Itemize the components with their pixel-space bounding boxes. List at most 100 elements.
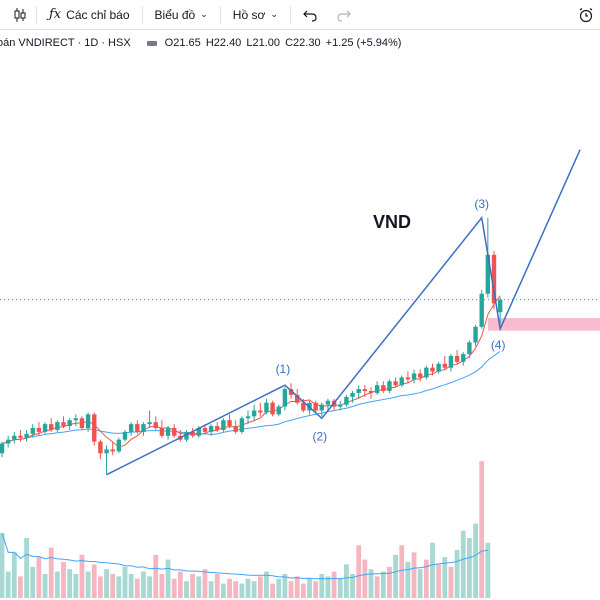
volume-bar xyxy=(300,583,306,598)
volume-bar xyxy=(294,576,300,598)
toolbar-divider xyxy=(289,5,291,24)
candle xyxy=(233,420,238,434)
volume-bar xyxy=(36,557,42,598)
candle xyxy=(387,379,392,393)
volume-bar xyxy=(61,562,66,598)
candle xyxy=(116,437,122,454)
volume-bar xyxy=(202,569,208,598)
candles xyxy=(0,217,503,475)
wave-labels: (1) (2) (3) (4) xyxy=(276,197,506,443)
candle xyxy=(135,420,140,434)
candle xyxy=(85,412,91,432)
candle xyxy=(153,416,158,430)
indicators-label: Các chỉ báo xyxy=(66,7,130,22)
volume-bar xyxy=(116,576,122,598)
redo-button[interactable] xyxy=(327,0,361,30)
candle xyxy=(325,398,331,411)
volume-bar xyxy=(73,574,79,598)
candle xyxy=(276,404,281,417)
volume-bars xyxy=(0,461,491,598)
volume-bar xyxy=(436,564,442,598)
volume-bar xyxy=(221,583,226,598)
candle xyxy=(344,394,349,407)
volume-bar xyxy=(374,576,380,598)
volume-bar xyxy=(276,578,282,598)
candle xyxy=(448,354,454,372)
volume-bar xyxy=(485,542,491,598)
candle xyxy=(338,400,343,411)
candle xyxy=(221,418,226,432)
candle xyxy=(491,250,497,310)
elliott-wave-path xyxy=(106,149,581,476)
support-zone xyxy=(487,318,600,331)
volume-bar xyxy=(85,571,91,598)
candle xyxy=(454,350,460,364)
volume-bar xyxy=(11,552,17,598)
volume-bar xyxy=(307,578,312,598)
volume-bar xyxy=(190,574,196,598)
volume-bar xyxy=(0,533,5,598)
candle xyxy=(270,400,275,417)
indicators-button[interactable]: ƒx Các chỉ báo xyxy=(37,0,142,30)
volume-bar xyxy=(362,559,368,598)
wave-label: (1) xyxy=(276,362,291,376)
candle xyxy=(67,418,72,430)
volume-bar xyxy=(467,538,472,598)
chart-legend: oán VNDIRECT · 1D · HSX O21.65 H22.40 L2… xyxy=(0,31,600,55)
candle xyxy=(430,363,435,376)
volume-bar xyxy=(380,571,386,598)
volume-bar xyxy=(233,581,239,598)
volume-bar xyxy=(239,583,245,598)
candle xyxy=(411,369,417,384)
chevron-down-icon: ⌄ xyxy=(270,9,278,19)
volume-bar xyxy=(128,574,134,598)
toolbar-divider xyxy=(219,5,221,24)
candle xyxy=(55,420,60,432)
bar-style-button[interactable] xyxy=(0,0,36,30)
candle xyxy=(92,412,97,446)
candle xyxy=(497,297,503,325)
visibility-icon[interactable] xyxy=(146,40,157,46)
volume-bar xyxy=(159,574,165,598)
price-chart[interactable]: (1) (2) (3) (4) VND xyxy=(0,56,600,600)
candle xyxy=(79,416,85,430)
volume-bar xyxy=(24,538,29,598)
candle xyxy=(42,422,48,434)
volume-moving-average xyxy=(1,533,488,580)
candle xyxy=(362,385,368,397)
candle xyxy=(436,361,441,374)
symbol-title[interactable]: oán VNDIRECT · 1D · HSX xyxy=(0,37,131,49)
candle xyxy=(184,429,189,442)
candle xyxy=(49,418,54,432)
candle xyxy=(368,387,374,399)
candles-icon xyxy=(12,7,28,23)
volume-bar xyxy=(411,552,417,598)
volume-bar xyxy=(344,564,349,598)
candle xyxy=(467,340,472,358)
profile-menu-button[interactable]: Hồ sơ ⌄ xyxy=(221,0,290,30)
alert-button[interactable] xyxy=(570,0,600,30)
candle xyxy=(190,428,195,438)
candle xyxy=(5,435,11,448)
volume-bar xyxy=(350,574,355,598)
redo-icon xyxy=(337,8,351,22)
candle xyxy=(18,429,23,442)
candle xyxy=(208,424,214,436)
slow-moving-average xyxy=(1,350,501,445)
volume-bar xyxy=(393,554,398,598)
candle xyxy=(12,431,17,444)
candle xyxy=(319,402,324,417)
volume-bar xyxy=(177,571,183,598)
candle xyxy=(215,422,220,432)
volume-bar xyxy=(460,530,466,598)
candle xyxy=(251,404,257,421)
volume-bar xyxy=(214,574,220,598)
wave-label: (2) xyxy=(312,429,327,443)
volume-bar xyxy=(473,523,478,598)
volume-bar xyxy=(141,571,146,598)
undo-button[interactable] xyxy=(291,0,327,30)
chart-menu-button[interactable]: Biểu đồ ⌄ xyxy=(143,0,220,30)
candle xyxy=(282,387,288,411)
candle xyxy=(258,402,263,417)
volume-bar xyxy=(245,578,251,598)
